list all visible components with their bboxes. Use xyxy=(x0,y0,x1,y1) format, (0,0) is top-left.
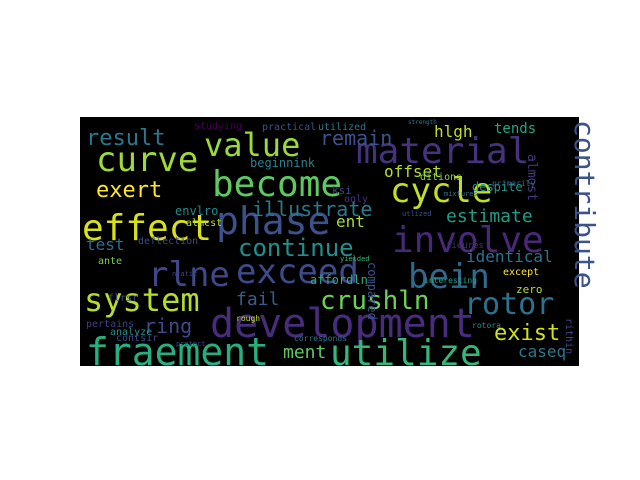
cloud-word-primarily: primarily xyxy=(492,179,536,188)
cloud-word-interesting: interesting xyxy=(424,276,477,285)
cloud-word-ante: ante xyxy=(98,256,122,267)
cloud-word-remain: remain xyxy=(320,126,392,150)
cloud-word-oqly: oqly xyxy=(344,194,368,205)
cloud-word-corresponds: corresponds xyxy=(294,334,347,343)
cloud-word-offset: offset xyxy=(384,162,442,181)
cloud-word-mixtures: mixtures xyxy=(444,190,478,198)
cloud-word-involve: involve xyxy=(392,220,544,261)
cloud-word-tends: tends xyxy=(494,121,536,137)
cloud-word-exist: exist xyxy=(494,321,560,346)
cloud-word-affordln: affordln xyxy=(310,273,368,287)
cloud-word-curve: curve xyxy=(96,140,198,180)
cloud-word-phase: phase xyxy=(216,199,330,243)
cloud-word-fraement: fraement xyxy=(86,330,269,374)
cloud-word-cycle: cycle xyxy=(390,171,492,211)
cloud-word-studying: studying xyxy=(194,121,242,132)
cloud-word-material: material xyxy=(356,131,529,172)
cloud-word-rotora: rotora xyxy=(472,321,501,330)
cloud-word-yielded: yielded xyxy=(340,255,370,263)
cloud-word-rotor: rotor xyxy=(464,287,554,322)
cloud-word-analyze: analyze xyxy=(110,327,152,338)
cloud-word-illustrate: illustrate xyxy=(252,197,372,221)
cloud-word-envlro: envlro xyxy=(175,204,218,218)
cloud-word-fail: fail xyxy=(236,289,279,310)
cloud-word-ntatic: ntatic xyxy=(172,270,197,278)
cloud-word-test: test xyxy=(86,235,125,254)
cloud-word-ksi: ksi xyxy=(332,184,352,197)
cloud-word-compared: compared xyxy=(365,262,379,320)
cloud-word-fieures: fieures xyxy=(446,241,484,251)
cloud-word-ring: ring xyxy=(144,314,192,338)
cloud-word-effect: effect xyxy=(82,208,212,249)
cloud-word-practical: practical xyxy=(262,122,316,133)
cloud-word-deflection: deflection xyxy=(138,236,198,247)
cloud-word-system: system xyxy=(84,281,200,319)
cloud-word-caseq: caseq xyxy=(518,342,566,361)
cloud-word-almcst: almcst xyxy=(186,218,222,229)
cloud-word-ditions: ditions xyxy=(420,172,462,183)
cloud-word-pertains: pertains xyxy=(86,319,134,330)
cloud-word-become: become xyxy=(212,164,342,205)
cloud-word-utilize: utilize xyxy=(330,333,482,374)
cloud-word-continue: continue xyxy=(238,234,354,262)
cloud-word-identical: identical xyxy=(466,247,553,266)
cloud-word-flrsr: flrsr xyxy=(108,293,138,304)
cloud-word-development: development xyxy=(210,301,475,347)
cloud-word-strength: strength xyxy=(408,119,437,126)
cloud-word-value: value xyxy=(204,126,300,164)
cloud-word-utilized: utilized xyxy=(318,122,366,133)
cloud-word-ment: ment xyxy=(283,342,326,363)
cloud-word-crushln: crushln xyxy=(320,286,430,316)
word-cloud-background xyxy=(80,117,579,366)
cloud-word-zero: zero xyxy=(516,283,543,296)
cloud-word-utlized: utlized xyxy=(402,210,432,218)
cloud-word-exert: exert xyxy=(96,178,162,203)
cloud-word-estimate: estimate xyxy=(446,206,533,227)
cloud-word-bein: bein xyxy=(408,257,490,297)
cloud-word-exceed: exceed xyxy=(236,252,359,292)
cloud-word-rlne: rlne xyxy=(148,255,230,295)
cloud-word-almost: almost xyxy=(524,154,539,201)
cloud-word-protect: protect xyxy=(176,340,206,348)
cloud-word-contribute: contribute xyxy=(568,120,601,289)
cloud-word-result: result xyxy=(86,126,165,151)
cloud-word-rithin: rithin xyxy=(563,318,574,354)
cloud-word-ent: ent xyxy=(336,212,365,231)
cloud-word-despite: despite xyxy=(472,180,523,194)
cloud-word-beginnink: beginnink xyxy=(250,156,316,170)
cloud-word-rough: rough xyxy=(236,314,260,323)
cloud-word-except: except xyxy=(503,267,539,278)
cloud-word-hlgh: hlgh xyxy=(434,122,473,141)
cloud-word-contsir: contsir xyxy=(116,333,158,344)
